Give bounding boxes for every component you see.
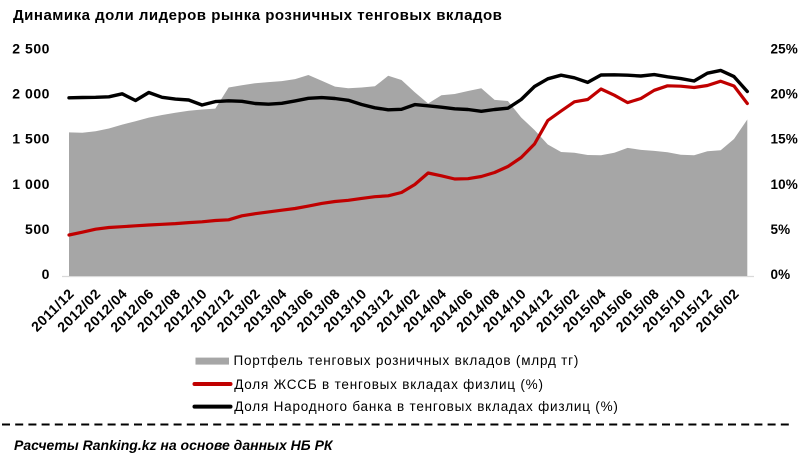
svg-text:1 500: 1 500 bbox=[12, 131, 50, 147]
svg-text:Портфель тенговых розничных вк: Портфель тенговых розничных вкладов (млр… bbox=[234, 353, 580, 368]
svg-text:Доля Народного банка в тенговы: Доля Народного банка в тенговых вкладах … bbox=[234, 399, 619, 414]
svg-text:15%: 15% bbox=[771, 132, 798, 147]
svg-text:Расчеты Ranking.kz на основе д: Расчеты Ranking.kz на основе данных НБ Р… bbox=[14, 437, 334, 453]
svg-text:0: 0 bbox=[42, 266, 50, 282]
svg-text:5%: 5% bbox=[771, 222, 791, 237]
svg-text:2 000: 2 000 bbox=[12, 86, 50, 102]
svg-text:25%: 25% bbox=[771, 41, 798, 56]
svg-text:500: 500 bbox=[25, 221, 50, 237]
svg-text:20%: 20% bbox=[771, 87, 798, 102]
svg-text:10%: 10% bbox=[771, 177, 798, 192]
svg-text:2 500: 2 500 bbox=[12, 40, 50, 56]
svg-text:1 000: 1 000 bbox=[12, 176, 50, 192]
svg-text:Динамика доли лидеров рынка ро: Динамика доли лидеров рынка розничных те… bbox=[13, 7, 502, 24]
svg-text:0%: 0% bbox=[771, 267, 791, 282]
svg-text:Доля ЖССБ в тенговых вкладах ф: Доля ЖССБ в тенговых вкладах физлиц (%) bbox=[234, 377, 544, 392]
